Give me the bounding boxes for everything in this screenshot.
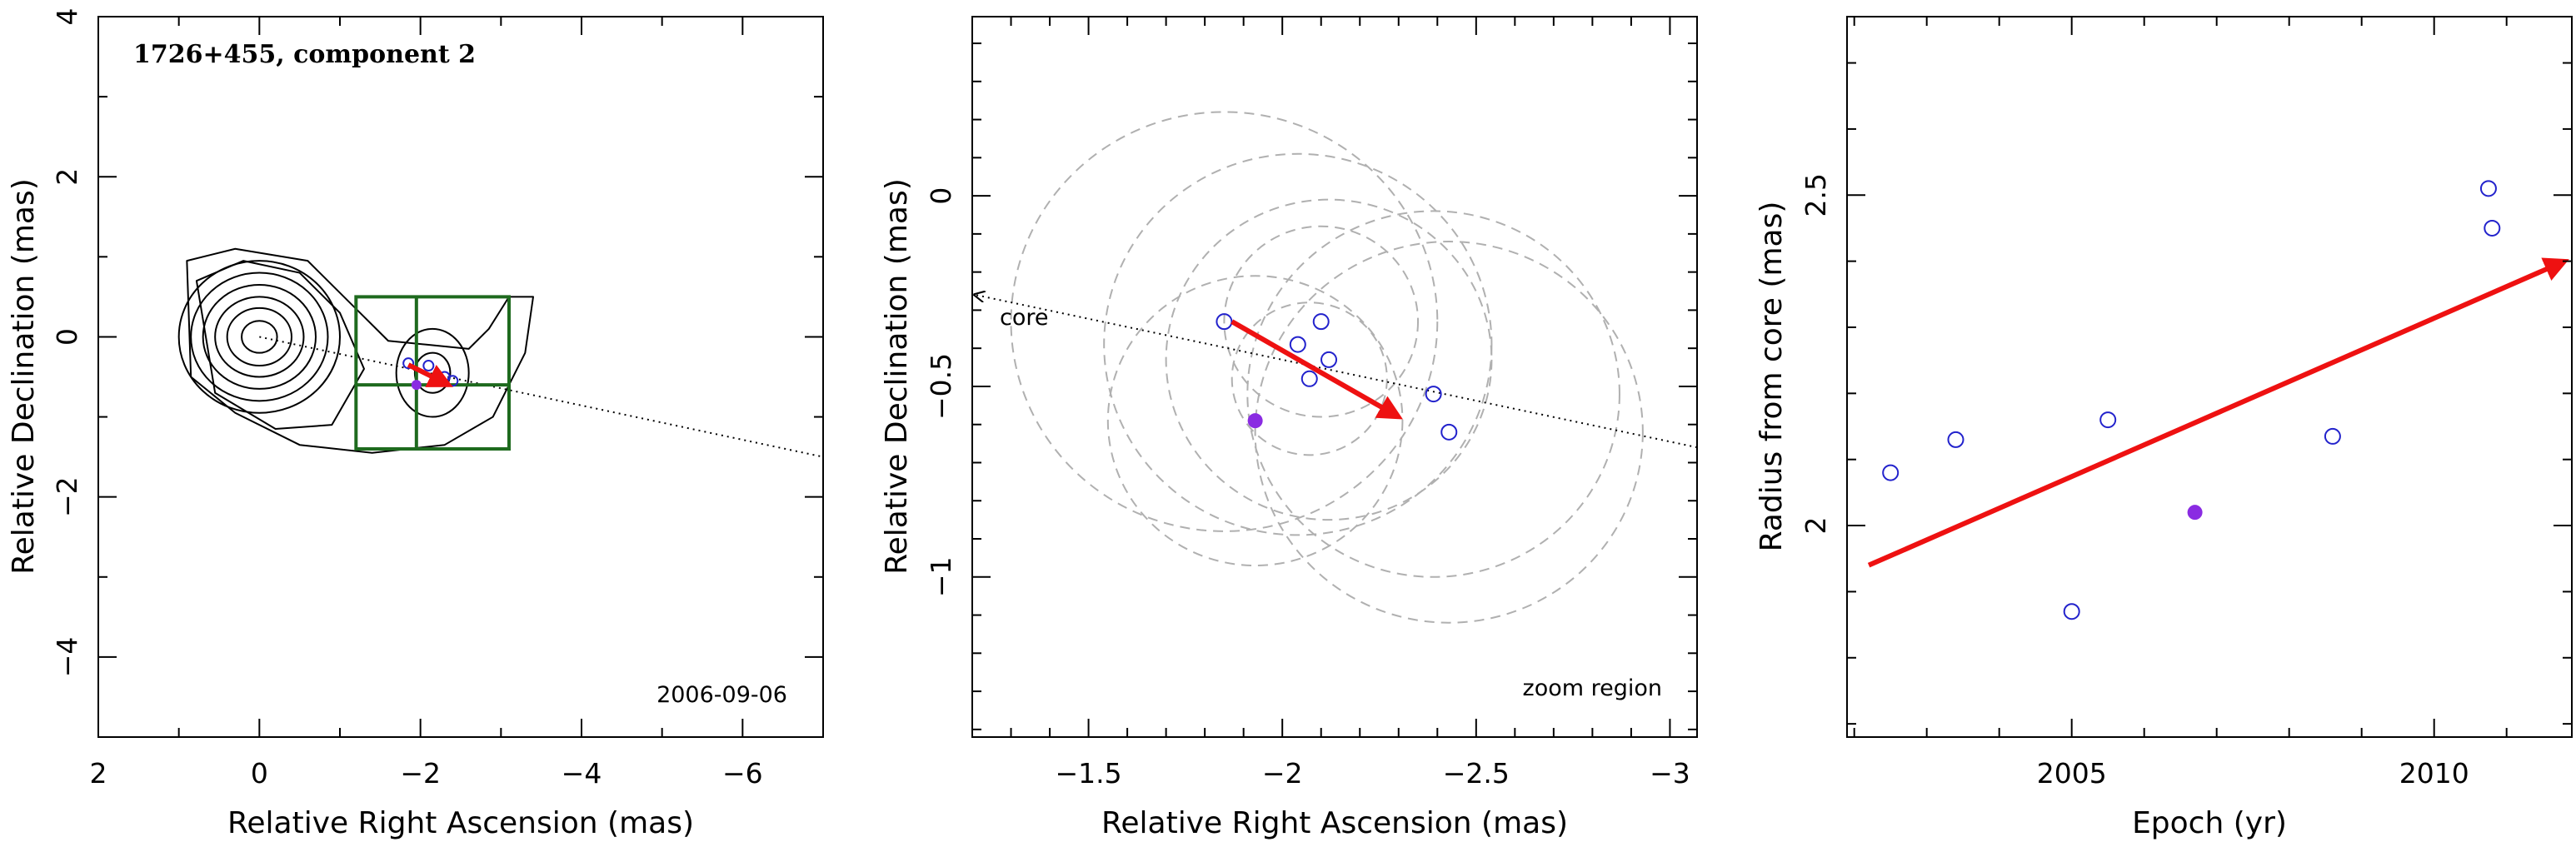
error-circle [1165, 198, 1493, 521]
panel-1-title: 1726+455, component 2 [133, 40, 476, 69]
contour-line [202, 283, 317, 390]
motion-arrow [407, 362, 453, 387]
x-tick-label: 2 [90, 757, 107, 790]
contour-plot-area [177, 247, 824, 458]
position-point [1312, 313, 1330, 331]
radius-point [2063, 603, 2080, 620]
contour-outer [186, 247, 534, 454]
error-circle [1106, 275, 1404, 567]
position-point-filled [1247, 413, 1263, 429]
panel-1-y-axis-label: Relative Declination (mas) [7, 178, 41, 575]
zoom-plot-area [976, 111, 1697, 624]
panel-3-x-axis-label: Epoch (yr) [2132, 806, 2287, 840]
panel-contour-map: 2 0 −2 −4 −6 −4 −2 0 2 4 1726+455, component 2 20… [7, 8, 824, 840]
x-tick-label: −3 [1650, 757, 1690, 790]
fit-arrow [1867, 257, 2569, 568]
y-tick-label: 2 [51, 168, 83, 186]
contour-line [190, 272, 329, 402]
panel-1-ticks: 2 0 −2 −4 −6 −4 −2 0 2 4 [51, 8, 824, 790]
x-tick-label: −2 [1262, 757, 1303, 790]
x-tick-label: 2005 [2037, 757, 2107, 790]
position-point [422, 360, 435, 372]
x-tick-label: −1.5 [1056, 757, 1122, 790]
radius-point [2484, 219, 2501, 237]
motion-arrow [1231, 319, 1403, 420]
panel-2-x-axis-label: Relative Right Ascension (mas) [1101, 806, 1568, 840]
panel-1-x-axis-label: Relative Right Ascension (mas) [227, 806, 694, 840]
panel-2-y-axis-label: Relative Declination (mas) [880, 178, 914, 575]
core-direction-line [259, 336, 824, 458]
position-point [1320, 351, 1338, 368]
y-tick-label: 2 [1800, 517, 1832, 535]
x-tick-label: −4 [562, 757, 602, 790]
panel-3-frame [1846, 16, 2573, 738]
y-tick-label: −2 [51, 476, 83, 517]
position-point [1440, 423, 1458, 441]
panel-2-clipped-content [976, 111, 1697, 624]
y-tick-label: −4 [51, 637, 83, 678]
radius-point [2324, 427, 2341, 445]
panel-1-date: 2006-09-06 [656, 682, 787, 708]
y-tick-label: −1 [925, 556, 957, 597]
y-tick-label: 4 [51, 8, 83, 26]
position-point [1425, 386, 1442, 403]
error-circle [1010, 111, 1439, 532]
x-tick-label: −6 [722, 757, 763, 790]
x-tick-label: −2 [400, 757, 441, 790]
error-circle [1254, 241, 1644, 624]
contour-component [395, 327, 470, 418]
position-point [1216, 313, 1233, 331]
contour-line [177, 260, 342, 414]
contour-line [226, 306, 293, 367]
position-point-filled [411, 380, 422, 391]
x-tick-label: 0 [251, 757, 268, 790]
position-point [1289, 336, 1306, 353]
error-circle [1103, 152, 1493, 536]
panel-3-ticks: 2005 2010 2 2.5 [1800, 17, 2572, 790]
panel-2-ticks: −1.5 −2 −2.5 −3 0 −0.5 −1 [925, 17, 1697, 790]
y-tick-label: 0 [925, 187, 957, 205]
panel-radius-vs-epoch: 2005 2010 2 2.5 Epoch (yr) Radius from core… [1755, 16, 2573, 840]
x-tick-label: −2.5 [1443, 757, 1510, 790]
error-circle [1246, 210, 1620, 578]
panel-zoom-region: −1.5 −2 −2.5 −3 0 −0.5 −1 zoom region core Rel… [880, 16, 1698, 840]
contour-line [214, 296, 305, 378]
radius-point [1947, 431, 1964, 448]
panel-2-zoom-note: zoom region [1523, 675, 1662, 701]
panel-2-core-label: core [1000, 305, 1048, 331]
radius-point-filled [2187, 505, 2203, 521]
panel-3-y-axis-label: Radius from core (mas) [1755, 202, 1789, 552]
radius-point [2479, 180, 2497, 197]
epoch-plot-area [1867, 180, 2569, 620]
radius-point [1882, 464, 1900, 481]
position-point [402, 357, 415, 370]
y-tick-label: 2.5 [1800, 173, 1832, 217]
core-direction-line [976, 295, 1697, 449]
panel-1-frame [97, 16, 824, 738]
y-tick-label: 0 [51, 328, 83, 346]
position-point [1300, 370, 1318, 387]
y-tick-label: −0.5 [925, 353, 957, 420]
zoom-box [354, 295, 512, 451]
error-circle [1223, 225, 1420, 418]
panel-2-frame [971, 16, 1698, 738]
x-tick-label: 2010 [2399, 757, 2469, 790]
contour-line [241, 320, 278, 354]
error-circle [1231, 301, 1388, 456]
radius-point [2099, 411, 2117, 429]
contour-mid [195, 260, 365, 430]
